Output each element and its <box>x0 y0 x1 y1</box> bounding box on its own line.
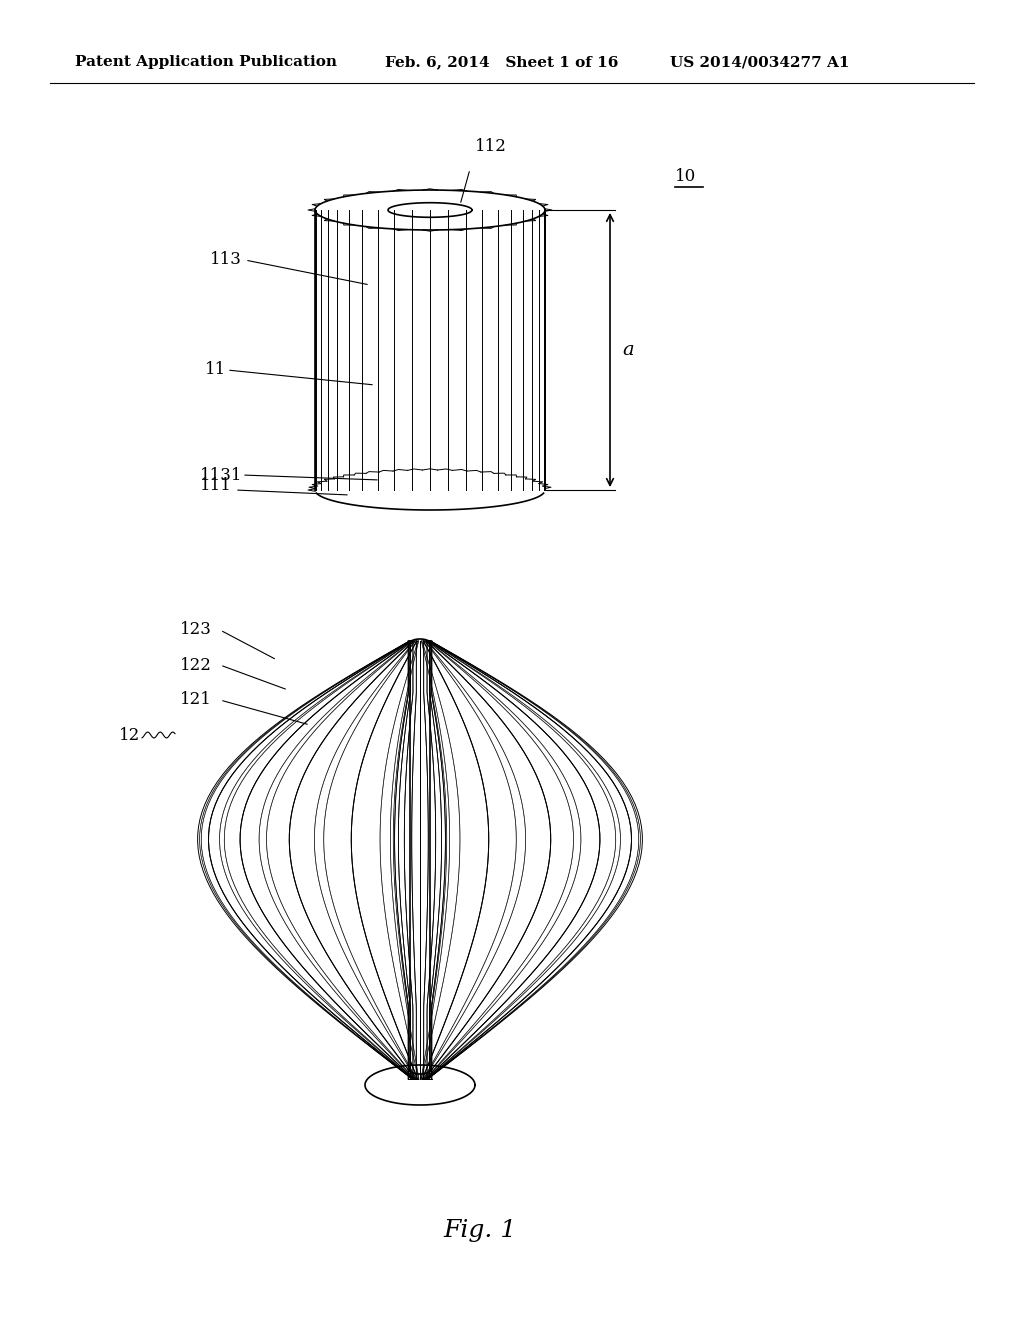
Text: Fig. 1: Fig. 1 <box>443 1218 517 1242</box>
Text: Patent Application Publication: Patent Application Publication <box>75 55 337 69</box>
Text: 112: 112 <box>475 139 507 154</box>
Text: US 2014/0034277 A1: US 2014/0034277 A1 <box>670 55 850 69</box>
Text: 12: 12 <box>119 726 140 743</box>
Text: 123: 123 <box>180 622 212 639</box>
Text: 1131: 1131 <box>200 466 243 483</box>
Text: 10: 10 <box>675 168 696 185</box>
Text: 122: 122 <box>180 656 212 673</box>
Text: a: a <box>622 341 634 359</box>
Text: 111: 111 <box>200 477 231 494</box>
Text: 11: 11 <box>205 362 226 379</box>
Text: Feb. 6, 2014   Sheet 1 of 16: Feb. 6, 2014 Sheet 1 of 16 <box>385 55 618 69</box>
Text: 113: 113 <box>210 252 242 268</box>
Text: 121: 121 <box>180 692 212 709</box>
